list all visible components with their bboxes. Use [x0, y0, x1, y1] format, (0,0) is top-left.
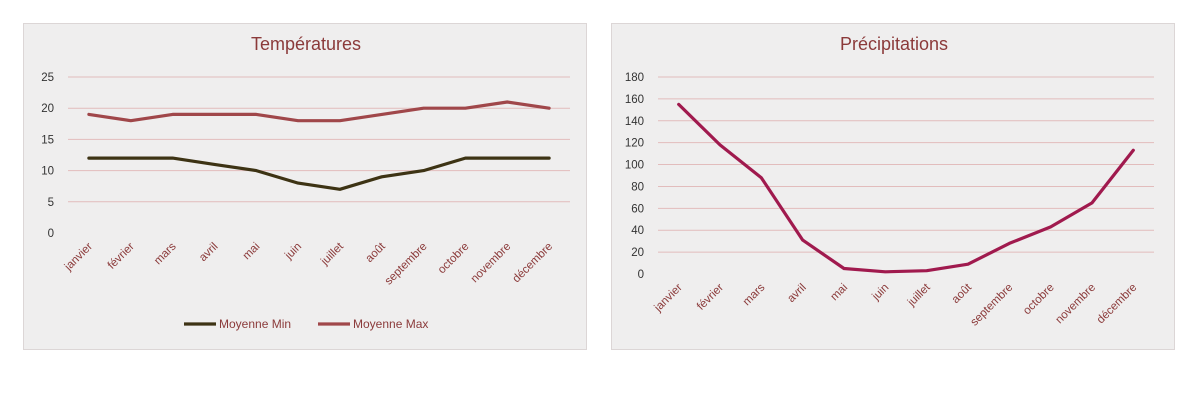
- y-tick-label: 120: [625, 138, 644, 150]
- y-tick-label: 160: [625, 94, 644, 106]
- x-tick-label: janvier: [62, 241, 95, 274]
- x-tick-label: février: [695, 282, 726, 313]
- x-tick-label: mars: [152, 240, 179, 267]
- y-tick-label: 10: [41, 166, 54, 178]
- x-tick-label: novembre: [469, 241, 514, 286]
- legend-label: Moyenne Min: [219, 317, 291, 331]
- temperature-chart: Températures 0 5 10 15 20 25 janvier février mar…: [41, 34, 570, 331]
- x-tick-label: novembre: [1053, 282, 1098, 327]
- x-tick-label: juin: [282, 241, 304, 263]
- x-tick-label: avril: [785, 282, 808, 305]
- x-tick-label: mai: [829, 282, 851, 304]
- x-tick-label: octobre: [436, 241, 472, 277]
- x-tick-label: mars: [741, 281, 768, 308]
- temperature-chart-panel: Températures 0 5 10 15 20 25 janvier février mar…: [23, 23, 587, 350]
- x-tick-label: mai: [241, 241, 263, 263]
- series-line: [87, 100, 551, 123]
- y-tick-label: 5: [48, 197, 54, 209]
- y-tick-label: 180: [625, 72, 644, 84]
- chart-title: Températures: [251, 34, 361, 54]
- y-tick-label: 25: [41, 72, 54, 84]
- x-tick-label: janvier: [652, 282, 685, 315]
- x-tick-label: août: [950, 281, 975, 306]
- x-tick-label: juillet: [905, 281, 933, 309]
- series-line: [87, 156, 551, 191]
- y-tick-label: 80: [631, 181, 644, 193]
- y-tick-label: 20: [41, 103, 54, 115]
- y-tick-label: 20: [631, 247, 644, 259]
- y-tick-label: 15: [41, 134, 54, 146]
- y-tick-label: 140: [625, 116, 644, 128]
- y-tick-label: 40: [631, 225, 644, 237]
- legend-label: Moyenne Max: [353, 317, 428, 331]
- y-tick-label: 100: [625, 160, 644, 172]
- y-tick-label: 0: [638, 269, 644, 281]
- chart-title: Précipitations: [840, 34, 948, 54]
- precipitation-chart: Précipitations 0 20 40 60 80 100 120 140 160 180 j…: [625, 34, 1154, 329]
- x-tick-label: octobre: [1021, 282, 1057, 318]
- precipitation-chart-panel: Précipitations 0 20 40 60 80 100 120 140 160 180 j…: [611, 23, 1175, 350]
- y-tick-label: 60: [631, 203, 644, 215]
- x-tick-label: septembre: [383, 241, 430, 288]
- y-tick-label: 0: [48, 228, 54, 240]
- x-tick-label: décembre: [511, 241, 556, 286]
- x-tick-label: février: [106, 241, 137, 272]
- x-tick-label: août: [364, 240, 389, 265]
- x-tick-label: juillet: [318, 240, 346, 268]
- x-tick-label: septembre: [969, 282, 1016, 329]
- x-tick-label: juin: [870, 282, 892, 304]
- x-tick-label: décembre: [1095, 282, 1140, 327]
- x-tick-label: avril: [197, 241, 220, 264]
- series-line: [677, 102, 1135, 274]
